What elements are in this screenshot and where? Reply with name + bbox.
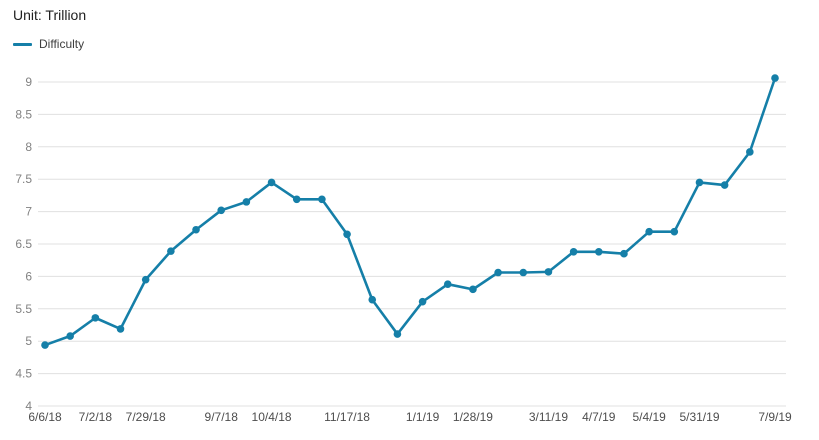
- y-tick-label: 4.5: [15, 367, 32, 381]
- data-point[interactable]: [167, 247, 175, 255]
- y-tick-label: 5.5: [15, 302, 32, 316]
- data-point[interactable]: [116, 325, 125, 333]
- data-point[interactable]: [469, 285, 477, 294]
- x-tick-label: 3/11/19: [529, 410, 568, 424]
- data-point[interactable]: [418, 297, 427, 306]
- x-tick-label: 4/7/19: [582, 410, 616, 424]
- data-point[interactable]: [141, 275, 150, 284]
- chart-title: Unit: Trillion: [13, 7, 87, 23]
- data-point[interactable]: [343, 230, 351, 239]
- y-tick-label: 9: [25, 75, 32, 89]
- legend-line-icon: [13, 42, 32, 46]
- y-tick-label: 5: [25, 334, 32, 348]
- x-tick-label: 1/28/19: [453, 410, 493, 424]
- legend-label: Difficulty: [39, 37, 85, 51]
- data-point[interactable]: [192, 225, 200, 234]
- data-point[interactable]: [594, 247, 603, 256]
- x-tick-label: 5/31/19: [679, 410, 719, 424]
- data-point[interactable]: [771, 74, 779, 82]
- data-point[interactable]: [544, 268, 553, 276]
- data-point[interactable]: [620, 249, 628, 258]
- y-tick-label: 6: [25, 269, 32, 283]
- data-point[interactable]: [645, 227, 653, 236]
- y-tick-label: 7.5: [15, 172, 32, 186]
- data-point[interactable]: [267, 178, 276, 187]
- data-point[interactable]: [670, 227, 679, 236]
- data-point[interactable]: [368, 295, 377, 304]
- data-point[interactable]: [720, 181, 729, 189]
- data-point[interactable]: [292, 195, 301, 204]
- x-tick-label: 7/29/18: [126, 410, 166, 424]
- x-tick-label: 6/6/18: [28, 410, 62, 424]
- y-tick-label: 8: [25, 140, 32, 154]
- x-tick-label: 9/7/18: [205, 410, 239, 424]
- x-tick-label: 7/2/18: [79, 410, 113, 424]
- data-point[interactable]: [393, 330, 402, 338]
- data-point[interactable]: [66, 332, 74, 340]
- data-point[interactable]: [695, 178, 704, 187]
- x-tick-label: 7/9/19: [758, 410, 792, 424]
- data-point[interactable]: [318, 195, 326, 204]
- data-point[interactable]: [91, 314, 100, 322]
- data-point[interactable]: [443, 280, 452, 288]
- data-point[interactable]: [41, 341, 49, 349]
- data-point[interactable]: [217, 206, 226, 215]
- y-tick-label: 7: [25, 205, 32, 219]
- difficulty-line: [43, 76, 777, 347]
- y-tick-label: 6.5: [15, 237, 32, 251]
- x-tick-label: 1/1/19: [406, 410, 440, 424]
- y-tick-label: 8.5: [15, 107, 32, 121]
- x-tick-label: 10/4/18: [252, 410, 292, 424]
- x-tick-label: 5/4/19: [632, 410, 666, 424]
- data-point[interactable]: [569, 247, 578, 256]
- data-point[interactable]: [242, 198, 251, 206]
- data-point[interactable]: [494, 268, 502, 277]
- x-tick-label: 11/17/18: [324, 410, 370, 424]
- legend-item-difficulty[interactable]: Difficulty: [13, 37, 84, 51]
- data-point[interactable]: [746, 148, 754, 156]
- y-tick-label: 4: [25, 399, 32, 413]
- data-point[interactable]: [519, 268, 528, 277]
